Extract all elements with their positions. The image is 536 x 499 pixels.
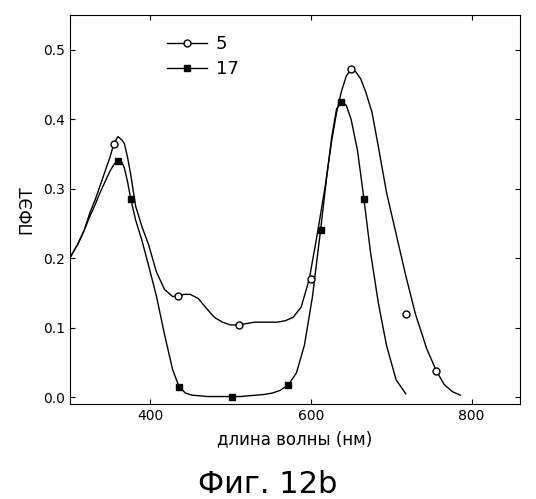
Legend: 5, 17: 5, 17 bbox=[160, 28, 246, 85]
Text: Фиг. 12b: Фиг. 12b bbox=[198, 470, 338, 499]
Y-axis label: ПФЭТ: ПФЭТ bbox=[18, 185, 36, 234]
X-axis label: длина волны (нм): длина волны (нм) bbox=[217, 430, 373, 448]
